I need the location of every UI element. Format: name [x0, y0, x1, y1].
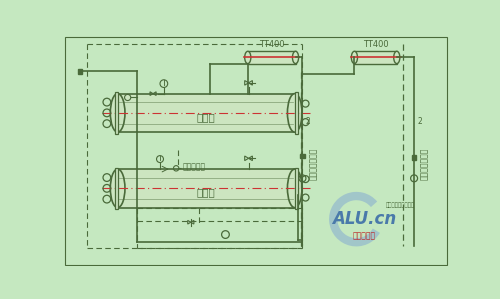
Bar	[354, 51, 397, 64]
Bar	[248, 51, 296, 64]
Text: 蒸发器: 蒸发器	[197, 112, 216, 122]
Text: 电机冷却喷液管: 电机冷却喷液管	[420, 147, 428, 180]
Ellipse shape	[110, 94, 125, 132]
Bar	[295, 167, 298, 209]
Bar	[114, 167, 117, 209]
Bar	[118, 94, 295, 132]
Text: TT400: TT400	[259, 40, 284, 49]
Ellipse shape	[288, 169, 302, 208]
Text: 电机冷却喷液管: 电机冷却喷液管	[308, 147, 318, 180]
Bar	[295, 92, 298, 134]
Ellipse shape	[394, 51, 400, 64]
Ellipse shape	[110, 169, 125, 208]
Bar	[300, 154, 305, 158]
Bar	[114, 92, 117, 134]
Ellipse shape	[244, 51, 251, 64]
Text: 铝行业第一网络媒体: 铝行业第一网络媒体	[386, 202, 415, 208]
Text: 2: 2	[417, 118, 422, 126]
Text: 中国铝业网: 中国铝业网	[352, 232, 376, 241]
Text: ALU.cn: ALU.cn	[332, 210, 396, 228]
Ellipse shape	[288, 94, 302, 132]
Bar	[78, 69, 82, 74]
Bar	[118, 169, 295, 208]
Ellipse shape	[292, 51, 298, 64]
Text: 冷凝器: 冷凝器	[197, 187, 216, 197]
Ellipse shape	[352, 51, 358, 64]
Text: 电子节流阀: 电子节流阀	[182, 162, 206, 171]
Text: 2: 2	[306, 118, 310, 126]
Text: TT400: TT400	[363, 40, 388, 49]
Bar	[412, 155, 416, 160]
